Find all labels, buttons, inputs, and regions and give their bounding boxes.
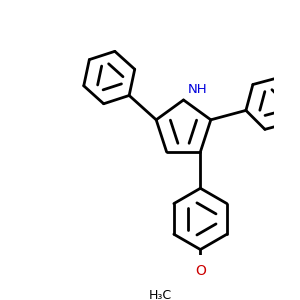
Text: O: O — [195, 264, 206, 278]
Text: H₃C: H₃C — [149, 289, 172, 300]
Text: NH: NH — [187, 83, 207, 96]
